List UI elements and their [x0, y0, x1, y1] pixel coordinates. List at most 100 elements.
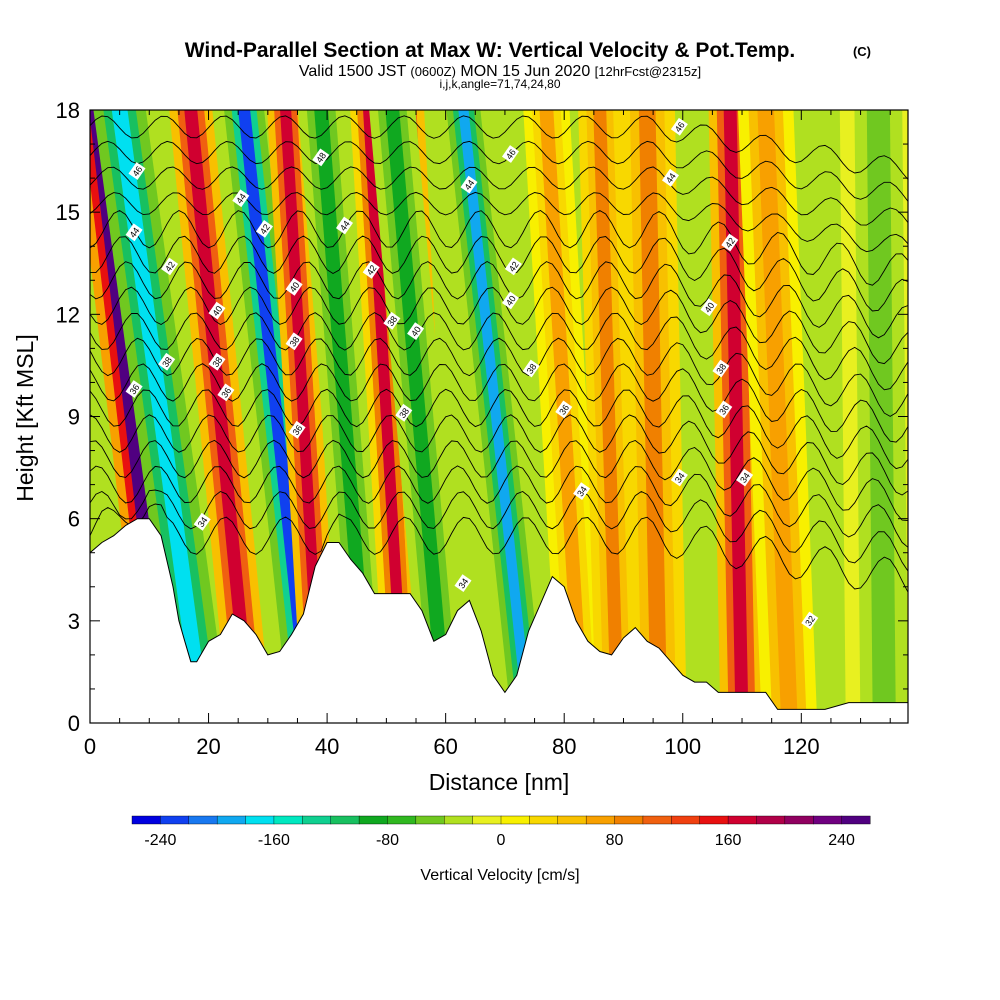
subtitle-forecast: [12hrFcst@2315z]: [595, 64, 701, 79]
isentrope-label-25: 36: [555, 400, 573, 419]
isentrope-label-box: [712, 359, 730, 378]
isentrope-label-text: 46: [504, 147, 518, 161]
x-tick-label: 80: [552, 734, 576, 759]
isentrope-line-12: [90, 209, 908, 286]
isentrope-line-9: [90, 286, 908, 365]
y-tick-label: 9: [68, 405, 80, 430]
isentrope-line-13: [90, 191, 908, 253]
isentrope-line-16: [90, 115, 908, 180]
colorbar-label: Vertical Velocity [cm/s]: [420, 867, 579, 884]
isentrope-label-19: 38: [395, 403, 413, 422]
y-tick-label: 6: [68, 507, 80, 532]
isentrope-label-17: 38: [383, 311, 401, 330]
x-tick-label: 60: [433, 734, 457, 759]
isentrope-label-box: [460, 175, 478, 194]
isentrope-label-0: 46: [128, 162, 146, 180]
velocity-band-13-layer-2: [723, 110, 749, 723]
isentrope-label-1: 44: [125, 223, 143, 242]
colorbar-tick-label: 80: [606, 832, 624, 849]
y-tick-label: 12: [56, 302, 80, 327]
isentrope-label-text: 38: [160, 355, 174, 369]
isentrope-label-text: 38: [288, 335, 302, 349]
chart-title: Wind-Parallel Section at Max W: Vertical…: [185, 39, 796, 62]
x-tick-label: 0: [84, 734, 96, 759]
y-axis-label: Height [Kft MSL]: [12, 334, 38, 501]
isentrope-label-box: [255, 220, 274, 238]
isentrope-label-box: [407, 322, 425, 341]
velocity-band-14-layer-2: [757, 110, 798, 723]
colorbar-swatch: [273, 815, 303, 825]
colorbar-swatch: [727, 815, 757, 825]
isentrope-label-text: 36: [291, 423, 305, 437]
velocity-band-8-layer-2: [385, 110, 453, 723]
isentrope-label-box: [128, 162, 146, 180]
isentrope-label-text: 34: [456, 576, 470, 590]
isentrope-line-11: [90, 235, 908, 312]
isentrope-label-box: [801, 611, 819, 630]
colorbar-tick-label: 240: [828, 832, 855, 849]
isentrope-label-12: 44: [335, 216, 354, 235]
isentrope-label-text: 46: [130, 164, 144, 178]
colorbar-swatch: [614, 815, 644, 825]
isentrope-label-box: [158, 352, 176, 371]
isentrope-label-9: 36: [217, 383, 235, 402]
isentrope-label-box: [715, 400, 733, 419]
isentrope-label-text: 40: [210, 304, 224, 318]
isentrope-label-box: [700, 298, 718, 317]
isentrope-line-14: [90, 166, 908, 226]
isentrope-label-text: 38: [714, 362, 728, 376]
isentrope-label-text: 32: [803, 614, 817, 628]
isentrope-label-box: [335, 216, 354, 235]
isentrope-label-36: 32: [801, 611, 819, 630]
isentrope-label-text: 36: [717, 403, 731, 417]
isentrope-label-box: [125, 223, 143, 242]
isentrope-label-text: 34: [738, 471, 752, 485]
colorbar-swatch: [387, 815, 417, 825]
isentrope-label-16: 42: [362, 260, 380, 279]
isentrope-label-7: 40: [208, 301, 226, 320]
isentrope-line-4: [90, 414, 908, 496]
colorbar-swatch: [131, 815, 161, 825]
subtitle-valid: Valid 1500 JST: [299, 63, 407, 80]
isentrope-label-box: [383, 311, 401, 330]
isentrope-label-text: 44: [664, 171, 678, 185]
colorbar-swatch: [756, 815, 786, 825]
isentrope-label-text: 38: [210, 355, 224, 369]
isentrope-label-box: [670, 117, 688, 136]
velocity-band-9-layer-2: [458, 110, 534, 723]
colorbar-swatch: [472, 815, 502, 825]
colorbar-swatch: [529, 815, 559, 825]
colorbar-swatch: [500, 815, 530, 825]
colorbar-tick-label: -160: [258, 832, 290, 849]
isentrope-label-text: 44: [462, 178, 476, 192]
isentrope-label-box: [217, 383, 235, 402]
isentrope-label-box: [501, 145, 520, 163]
isentrope-label-text: 44: [338, 219, 352, 233]
isentrope-label-5: 44: [232, 189, 250, 208]
isentrope-label-text: 40: [409, 324, 423, 338]
colorbar: [131, 815, 871, 825]
isentrope-label-text: 40: [504, 294, 518, 308]
colorbar-swatch: [784, 815, 814, 825]
colorbar-swatch: [699, 815, 729, 825]
isentrope-label-box: [573, 482, 591, 501]
isentrope-label-text: 42: [365, 263, 379, 277]
isentrope-line-0: [90, 503, 908, 593]
isentrope-label-text: 36: [128, 382, 142, 396]
isentrope-label-text: 42: [258, 222, 272, 236]
grid-note: i,j,k,angle=71,74,24,80: [439, 77, 560, 91]
isentrope-label-text: 42: [723, 236, 737, 250]
isentrope-label-14: 38: [285, 332, 303, 351]
isentrope-label-box: [193, 512, 211, 531]
isentrope-label-box: [208, 352, 226, 371]
colorbar-swatch: [444, 815, 474, 825]
axis-ticks: [89, 109, 908, 724]
isentrope-label-18: 40: [407, 322, 425, 341]
colorbar-tick-labels: -240 -160 -80 0 80 160 240: [144, 832, 855, 849]
isentrope-label-34: 34: [670, 468, 688, 487]
isentrope-label-text: 44: [234, 192, 248, 206]
isentrope-label-box: [395, 403, 413, 422]
isentrope-label-35: 34: [736, 468, 754, 487]
subtitle-utc: (0600Z): [410, 64, 456, 79]
terrain-mask: [89, 518, 909, 724]
